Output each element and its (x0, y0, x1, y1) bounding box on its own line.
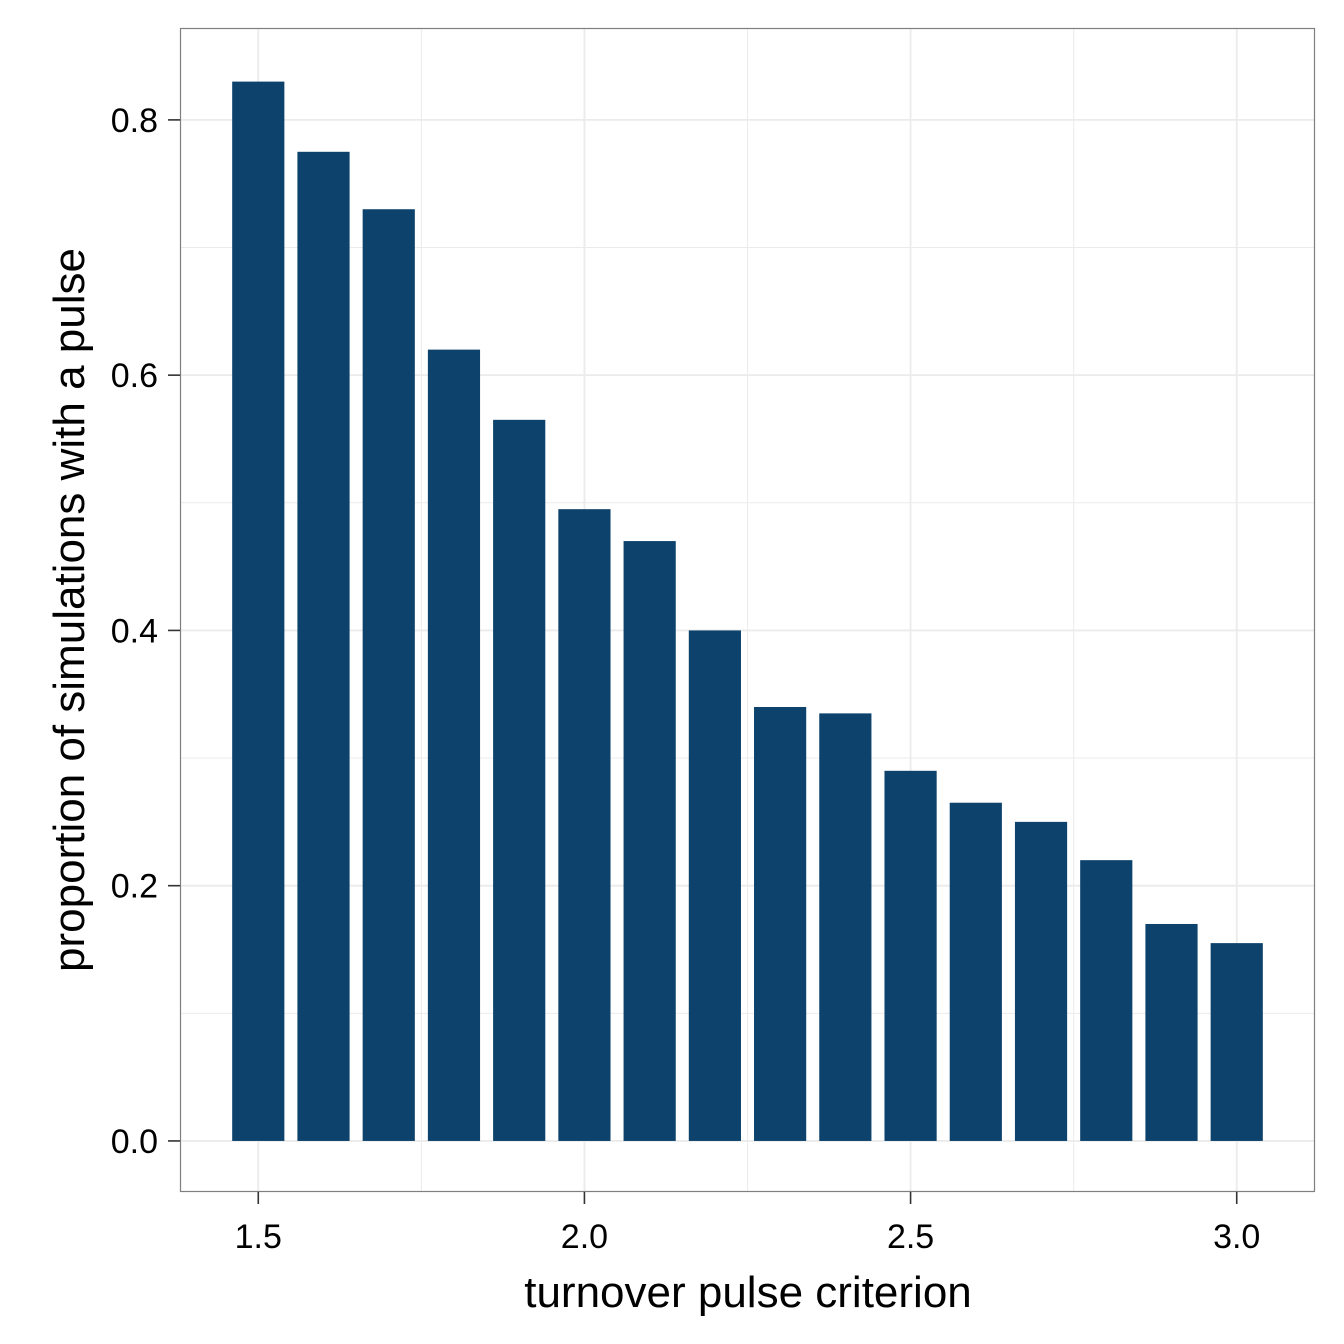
y-axis-title: proportion of simulations with a pulse (45, 248, 94, 972)
bar-2.5 (884, 770, 937, 1141)
bar-2.9 (1145, 923, 1198, 1141)
y-tick-label: 0.0 (111, 1123, 158, 1161)
bar-1.7 (362, 209, 415, 1141)
y-tick-label: 0.2 (111, 868, 158, 906)
y-tick-label: 0.8 (111, 102, 158, 140)
x-tick-label: 3.0 (1213, 1218, 1260, 1256)
x-axis: 1.5 2.0 2.5 3.0 (235, 1192, 1260, 1256)
bar-1.5 (232, 81, 285, 1141)
bar-2.3 (754, 707, 807, 1141)
x-axis-title: turnover pulse criterion (524, 1268, 972, 1317)
bar-1.8 (427, 349, 481, 1141)
bar-2.2 (688, 630, 741, 1141)
bar-2.4 (819, 713, 872, 1141)
plot-frame (179, 27, 1316, 1193)
x-tick-label: 2.5 (887, 1218, 934, 1256)
bar-2.1 (623, 541, 676, 1141)
bar-3.0 (1210, 943, 1263, 1141)
y-axis: 0.0 0.2 0.4 0.6 0.8 (111, 102, 180, 1161)
bar-1.6 (297, 151, 350, 1141)
y-tick-label: 0.6 (111, 357, 158, 395)
bar-2.8 (1080, 860, 1133, 1141)
y-tick-label: 0.4 (111, 612, 158, 650)
bar-2.7 (1014, 821, 1068, 1141)
x-tick-label: 1.5 (235, 1218, 282, 1256)
x-tick-label: 2.0 (561, 1218, 608, 1256)
bar-1.9 (493, 419, 546, 1141)
bar-2.0 (558, 509, 611, 1141)
bar-2.6 (949, 802, 1002, 1141)
bars (232, 81, 1263, 1141)
